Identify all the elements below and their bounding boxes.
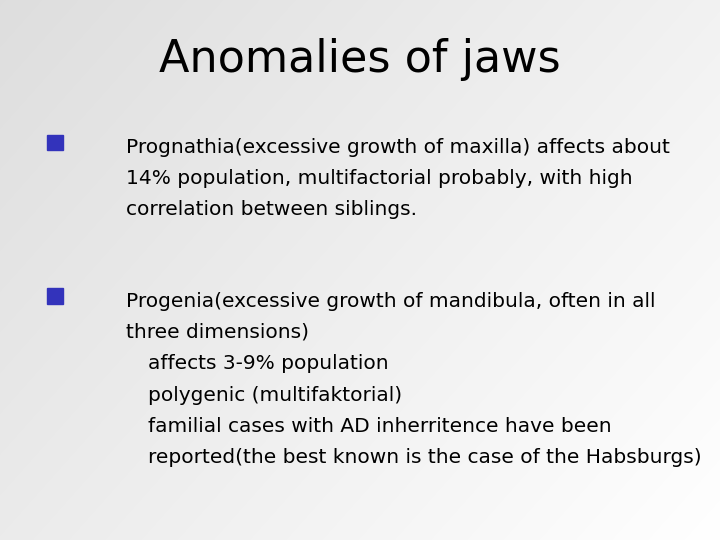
Text: three dimensions): three dimensions) <box>126 323 309 342</box>
Text: correlation between siblings.: correlation between siblings. <box>126 200 417 219</box>
Text: familial cases with AD inherritence have been: familial cases with AD inherritence have… <box>148 417 611 436</box>
Text: polygenic (multifaktorial): polygenic (multifaktorial) <box>148 386 402 404</box>
Text: 14% population, multifactorial probably, with high: 14% population, multifactorial probably,… <box>126 169 633 188</box>
Text: affects 3-9% population: affects 3-9% population <box>148 354 388 373</box>
Text: reported(the best known is the case of the Habsburgs): reported(the best known is the case of t… <box>148 448 701 467</box>
Text: Prognathia(excessive growth of maxilla) affects about: Prognathia(excessive growth of maxilla) … <box>126 138 670 157</box>
FancyBboxPatch shape <box>47 134 63 150</box>
Text: Anomalies of jaws: Anomalies of jaws <box>159 38 561 81</box>
FancyBboxPatch shape <box>47 288 63 304</box>
Text: Progenia(excessive growth of mandibula, often in all: Progenia(excessive growth of mandibula, … <box>126 292 655 310</box>
